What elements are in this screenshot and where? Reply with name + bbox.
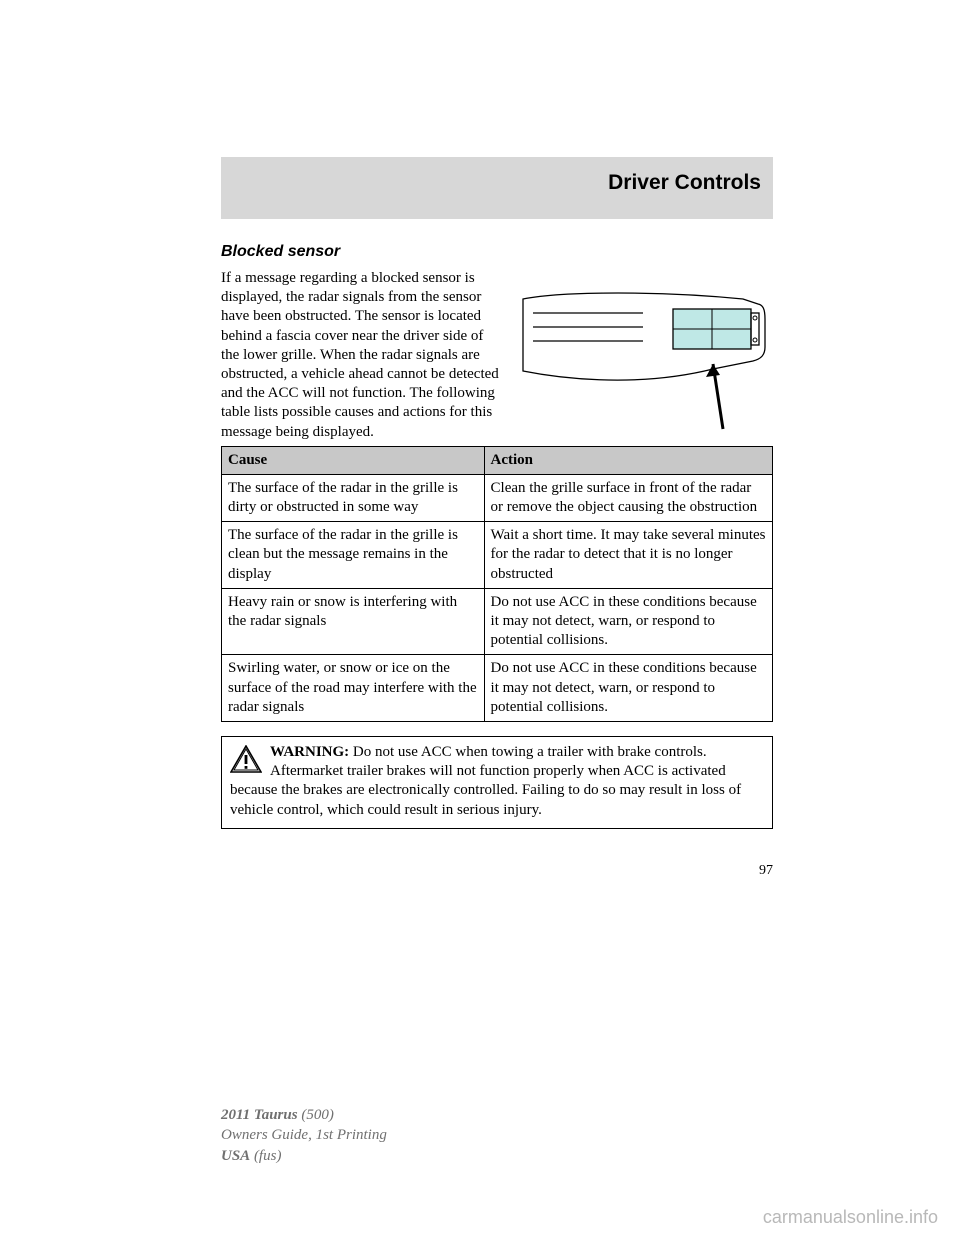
table-row: The surface of the radar in the grille i… <box>222 522 773 589</box>
footer-line-2: Owners Guide, 1st Printing <box>221 1125 387 1145</box>
manual-page: Driver Controls Blocked sensor If a mess… <box>0 0 960 1242</box>
sub-heading: Blocked sensor <box>221 243 773 261</box>
intro-row: If a message regarding a blocked sensor … <box>221 269 773 442</box>
warning-box: WARNING: Do not use ACC when towing a tr… <box>221 736 773 829</box>
table-cell: Wait a short time. It may take several m… <box>484 522 772 589</box>
footer-region-code: (fus) <box>250 1148 281 1164</box>
page-number: 97 <box>221 863 773 879</box>
table-cell: Swirling water, or snow or ice on the su… <box>222 655 485 722</box>
table-cell: Clean the grille surface in front of the… <box>484 474 772 521</box>
table-row: Heavy rain or snow is interfering with t… <box>222 588 773 655</box>
table-cell: Do not use ACC in these conditions becau… <box>484 655 772 722</box>
table-cell: Do not use ACC in these conditions becau… <box>484 588 772 655</box>
footer-line-1: 2011 Taurus (500) <box>221 1105 387 1125</box>
footer-region: USA <box>221 1148 250 1164</box>
table-row: Swirling water, or snow or ice on the su… <box>222 655 773 722</box>
watermark-text: carmanualsonline.info <box>763 1207 938 1228</box>
intro-paragraph: If a message regarding a blocked sensor … <box>221 269 501 442</box>
table-row: The surface of the radar in the grille i… <box>222 474 773 521</box>
cause-action-table: Cause Action The surface of the radar in… <box>221 446 773 722</box>
page-content: Driver Controls Blocked sensor If a mess… <box>221 157 773 879</box>
table-cell: The surface of the radar in the grille i… <box>222 474 485 521</box>
table-cell: Heavy rain or snow is interfering with t… <box>222 588 485 655</box>
section-title: Driver Controls <box>221 157 773 195</box>
table-cell: The surface of the radar in the grille i… <box>222 522 485 589</box>
table-header-row: Cause Action <box>222 446 773 474</box>
warning-label: WARNING: <box>270 744 349 760</box>
footer-block: 2011 Taurus (500) Owners Guide, 1st Prin… <box>221 1105 387 1166</box>
table-header-cause: Cause <box>222 446 485 474</box>
footer-model: 2011 Taurus <box>221 1107 298 1123</box>
footer-model-code: (500) <box>298 1107 334 1123</box>
warning-icon <box>230 745 262 779</box>
table-header-action: Action <box>484 446 772 474</box>
sensor-illustration <box>513 269 773 439</box>
footer-line-3: USA (fus) <box>221 1146 387 1166</box>
